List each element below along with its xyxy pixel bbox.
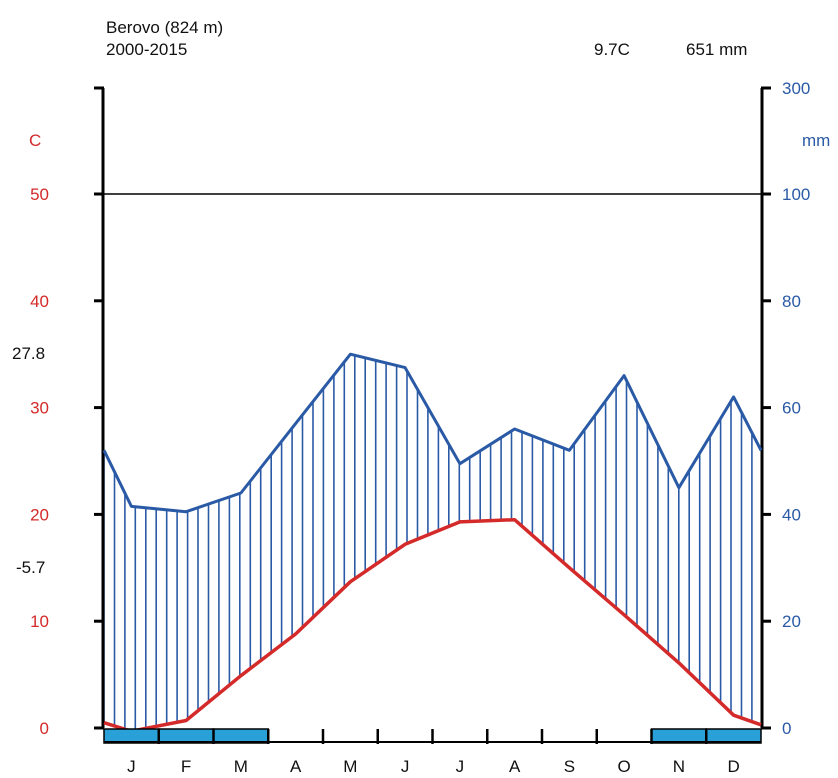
month-label: A: [509, 757, 521, 776]
month-label: J: [456, 757, 465, 776]
right-axis-tick-label: 300: [782, 79, 810, 98]
station-title: Berovo (824 m): [106, 18, 223, 37]
right-axis-tick-label: 40: [782, 505, 801, 524]
left-axis-unit: C: [29, 131, 41, 150]
month-label: D: [727, 757, 739, 776]
left-axis-tick-label: 50: [30, 185, 49, 204]
right-axis-tick-label: 100: [782, 185, 810, 204]
min-temp-label: -5.7: [16, 558, 45, 577]
right-axis-tick-label: 20: [782, 612, 801, 631]
month-label: M: [234, 757, 248, 776]
left-axis-tick-label: 20: [30, 505, 49, 524]
month-label: F: [181, 757, 191, 776]
frost-period-bar: [212, 728, 269, 744]
right-axis-unit: mm: [802, 131, 830, 150]
max-temp-label: 27.8: [12, 344, 45, 363]
frost-period-bar: [705, 728, 762, 744]
period-label: 2000-2015: [106, 40, 187, 59]
month-label: J: [127, 757, 136, 776]
month-label: A: [290, 757, 302, 776]
right-axis-tick-label: 80: [782, 292, 801, 311]
left-axis-tick-label: 40: [30, 292, 49, 311]
left-axis-tick-label: 10: [30, 612, 49, 631]
frost-period-bar: [103, 728, 160, 744]
precipitation-line: [102, 352, 763, 514]
month-label: M: [343, 757, 357, 776]
plot-area: 0 10 20 30 40 50 0 20 40 60 80 100 300 J F M A M J J A S O N D: [30, 79, 810, 776]
right-axis-tick-label: 60: [782, 399, 801, 418]
frost-period-bar: [158, 728, 215, 744]
left-axis-tick-label: 30: [30, 399, 49, 418]
month-label: J: [401, 757, 410, 776]
mean-temp-label: 9.7C: [594, 40, 630, 59]
month-label: N: [673, 757, 685, 776]
frost-period-bar: [650, 728, 707, 744]
temperature-line: [103, 517, 762, 733]
month-label: O: [618, 757, 631, 776]
month-label: S: [564, 757, 575, 776]
right-axis-tick-label: 0: [782, 719, 791, 738]
annual-precip-label: 651 mm: [686, 40, 747, 59]
left-axis-tick-label: 0: [40, 719, 49, 738]
